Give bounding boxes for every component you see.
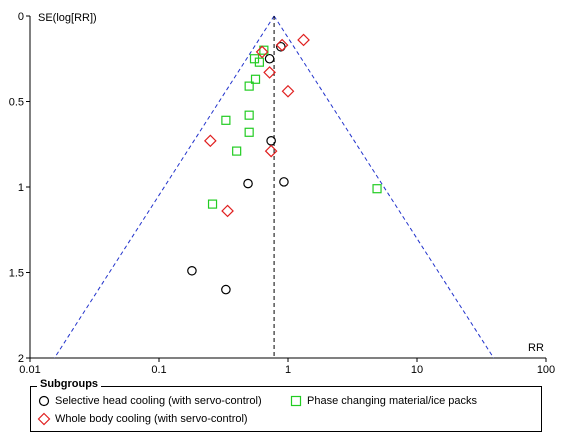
legend: Subgroups Selective head cooling (with s…: [30, 378, 542, 432]
square-marker: [254, 57, 264, 67]
x-tick-label: 0.1: [151, 364, 166, 376]
circle-marker: [221, 284, 231, 295]
square-marker-icon: [289, 394, 303, 408]
legend-item-selective-head-cooling: Selective head cooling (with servo-contr…: [37, 394, 262, 408]
diamond-marker: [297, 33, 310, 47]
circle-marker: [187, 265, 197, 276]
legend-label: Whole body cooling (with servo-control): [55, 413, 248, 425]
y-tick-label: 1: [18, 182, 24, 194]
legend-label: Selective head cooling (with servo-contr…: [55, 395, 262, 407]
circle-marker: [279, 177, 289, 187]
circle-marker: [264, 53, 275, 64]
data-markers: [187, 33, 382, 295]
diamond-marker-icon: [37, 412, 51, 426]
plot-axes: [29, 16, 546, 359]
x-tick-label: 0.01: [19, 364, 40, 376]
diamond-marker: [203, 134, 217, 148]
y-ticks: 0 0.5 1 1.5 2: [9, 11, 30, 365]
square-marker: [232, 146, 242, 156]
circle-marker: [266, 136, 276, 146]
circle-marker: [276, 41, 286, 52]
funnel-plot: 0 0.5 1 1.5 2 0.01 0.1 1 10 100 SE(log[RR]) RR: [9, 11, 555, 376]
diamond-marker: [221, 204, 234, 218]
square-marker: [207, 199, 218, 209]
diamond-marker: [281, 84, 295, 98]
funnel-left-line: [54, 15, 275, 359]
circle-marker: [243, 178, 253, 189]
square-marker: [244, 81, 254, 91]
y-tick-label: 1.5: [9, 268, 24, 280]
funnel-right-line: [273, 15, 495, 359]
square-marker: [259, 45, 269, 55]
diamond-marker: [255, 45, 269, 59]
square-marker: [372, 184, 382, 194]
x-axis-title: RR: [528, 342, 544, 354]
x-tick-label: 10: [411, 364, 423, 376]
y-tick-label: 2: [18, 353, 24, 365]
square-marker: [244, 127, 254, 137]
square-marker: [244, 110, 254, 120]
diamond-marker: [263, 66, 276, 79]
funnel-lines: [54, 15, 495, 359]
legend-item-whole-body-cooling: Whole body cooling (with servo-control): [37, 412, 248, 426]
legend-title: Subgroups: [37, 378, 102, 390]
square-marker: [250, 74, 261, 84]
diamond-marker: [264, 144, 278, 158]
x-ticks: 0.01 0.1 1 10 100: [19, 358, 555, 376]
y-axis-title: SE(log[RR]): [38, 12, 97, 24]
y-tick-label: 0.5: [9, 97, 24, 109]
circle-marker-icon: [37, 394, 51, 408]
legend-item-phase-changing-material: Phase changing material/ice packs: [289, 394, 477, 408]
square-marker: [221, 115, 231, 125]
y-tick-label: 0: [18, 11, 24, 23]
x-tick-label: 1: [285, 364, 291, 376]
diamond-marker: [275, 38, 289, 52]
legend-label: Phase changing material/ice packs: [307, 395, 477, 407]
x-tick-label: 100: [537, 364, 555, 376]
